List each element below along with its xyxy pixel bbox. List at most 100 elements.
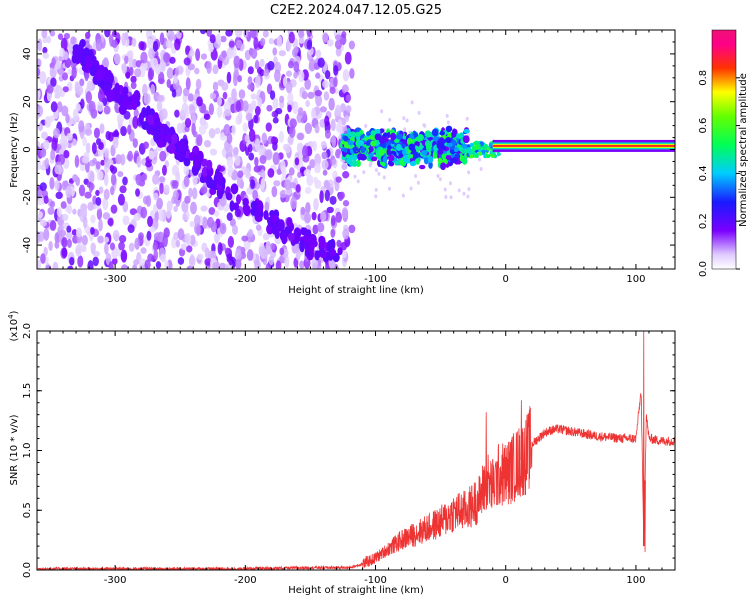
- spectrogram-cell: [457, 188, 461, 193]
- spectrogram-cell: [204, 247, 210, 259]
- y-tick-label: 20: [22, 95, 33, 108]
- spectrogram-cell: [160, 253, 167, 263]
- spectrogram-cell: [158, 71, 165, 84]
- spectrogram-cell: [188, 49, 195, 57]
- spectrogram-band-cell: [413, 151, 419, 160]
- spectrogram-cell: [105, 130, 111, 141]
- spectrogram-cell: [95, 196, 102, 206]
- spectrogram-cell: [337, 118, 343, 132]
- spectrogram-cell: [333, 76, 338, 88]
- spectrogram-band-cell: [469, 154, 474, 159]
- colorbar: 0.0 0.2 0.4 0.6 0.8 Normalized spectral ampl…: [698, 29, 749, 277]
- spectrogram-cell: [164, 260, 169, 269]
- spectrogram-cell: [183, 163, 190, 177]
- spectrogram-cell: [110, 173, 117, 186]
- spectrogram-cell: [341, 30, 347, 39]
- spectrogram-cell: [41, 131, 48, 140]
- spectrogram-cell: [478, 157, 482, 162]
- spectrogram-cell: [84, 191, 92, 199]
- spectrogram-track-cell: [256, 200, 264, 213]
- spectrogram-cell: [135, 188, 140, 197]
- spectrogram-cell: [78, 120, 85, 133]
- spectrogram-cell: [305, 202, 311, 214]
- spectrogram-cell: [89, 182, 95, 191]
- spectrogram-cell: [60, 37, 68, 51]
- spectrogram-cell: [271, 136, 276, 145]
- spectrogram-cell: [284, 179, 292, 191]
- spectrogram-cell: [234, 30, 243, 38]
- spectrogram-band-cell: [409, 160, 417, 167]
- spectrogram-cell: [79, 78, 85, 87]
- spectrogram-band-cell: [424, 130, 432, 138]
- spectrogram-track-cell: [177, 140, 185, 150]
- snr-x-axis: -300 -200 -100 0 100: [49, 331, 676, 586]
- spectrogram-cell: [37, 231, 41, 244]
- spectrogram-y-label: Frequency (Hz): [9, 112, 20, 188]
- spectrogram-cell: [121, 62, 128, 75]
- x-tick-label: -200: [234, 575, 257, 586]
- spectrogram-band-cell: [365, 131, 371, 136]
- spectrogram-band-cell: [439, 130, 445, 136]
- spectrogram-cell: [49, 220, 57, 231]
- spectrogram-cell: [324, 129, 331, 139]
- spectrogram-cell: [299, 260, 305, 269]
- x-tick-label: 0: [503, 274, 509, 285]
- spectrogram-cell: [278, 130, 285, 143]
- spectrogram-cell: [304, 212, 312, 224]
- spectrogram-cell: [182, 212, 187, 221]
- spectrogram-cell: [71, 229, 78, 236]
- spectrogram-cell: [85, 142, 91, 154]
- spectrogram-cell: [304, 122, 313, 135]
- spectrogram-cell: [203, 140, 212, 148]
- spectrogram-cell: [335, 47, 342, 57]
- spectrogram-cell: [292, 101, 299, 115]
- spectrogram-band-cell: [369, 134, 376, 141]
- spectrogram-cell: [364, 123, 368, 128]
- spectrogram-cell: [42, 139, 50, 150]
- spectrogram-band-cell: [425, 143, 432, 151]
- spectrogram-cell: [48, 240, 53, 251]
- spectrogram-cell: [121, 264, 128, 269]
- spectrogram-cell: [146, 38, 154, 49]
- spectrogram-cell: [72, 174, 78, 182]
- spectrogram-cell: [111, 257, 118, 265]
- spectrogram-track-cell: [293, 227, 302, 240]
- spectrogram-cell: [190, 201, 197, 215]
- spectrogram-cell: [98, 186, 104, 194]
- y-tick-label: 0.5: [22, 502, 33, 518]
- spectrogram-cell: [86, 80, 93, 92]
- spectrogram-cell: [129, 208, 138, 216]
- spectrogram-band-cell: [408, 143, 416, 151]
- spectrogram-cell: [303, 169, 311, 177]
- spectrogram-cell: [130, 75, 137, 84]
- spectrogram-band-cell: [466, 144, 471, 149]
- spectrogram-cell: [315, 72, 321, 79]
- spectrogram-cell: [98, 218, 103, 232]
- spectrogram-cell: [155, 261, 162, 269]
- spectrogram-band-cell: [357, 140, 365, 147]
- spectrogram-cell: [274, 69, 281, 83]
- spectrogram-cell: [235, 39, 243, 49]
- spectrogram-band-cell: [374, 133, 382, 141]
- spectrogram-cell: [321, 159, 329, 170]
- spectrogram-cell: [443, 187, 447, 192]
- spectrogram-cell: [302, 145, 309, 159]
- spectrogram-cell: [276, 168, 282, 176]
- spectrogram-cell: [51, 138, 58, 152]
- spectrogram-cell: [127, 124, 132, 135]
- spectrogram-cell: [335, 176, 342, 183]
- spectrogram-cell: [163, 52, 170, 63]
- spectrogram-cell: [196, 223, 201, 237]
- spectrogram-cell: [226, 212, 233, 221]
- spectrogram-cell: [50, 101, 58, 113]
- spectrogram-cell: [462, 191, 466, 196]
- snr-multiplier-exp: 4: [7, 314, 15, 319]
- spectrogram-cell: [212, 81, 219, 92]
- spectrogram-cell: [244, 134, 250, 143]
- spectrogram-band-cell: [445, 125, 453, 133]
- spectrogram-band-cell: [437, 148, 444, 155]
- spectrogram-cell: [225, 143, 233, 156]
- spectrogram-band-cell: [478, 151, 483, 156]
- spectrogram-cell: [202, 216, 208, 230]
- spectrogram-cell: [194, 214, 201, 227]
